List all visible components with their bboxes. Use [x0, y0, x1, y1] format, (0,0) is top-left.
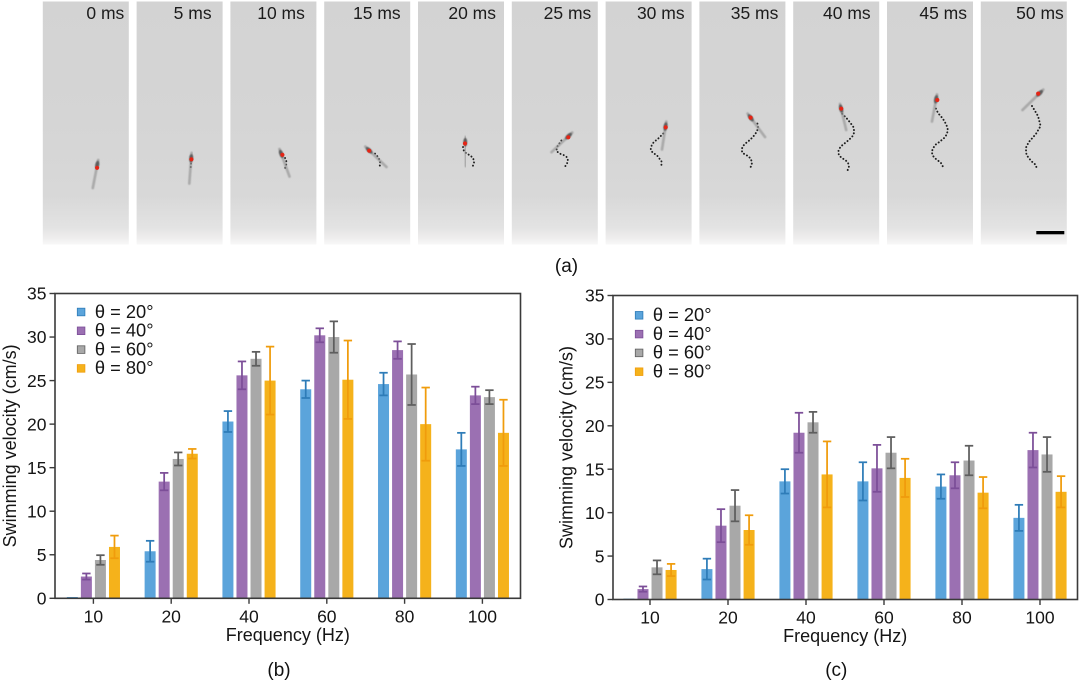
svg-text:15: 15	[27, 458, 46, 478]
svg-text:10: 10	[585, 503, 605, 523]
svg-text:45 ms: 45 ms	[919, 3, 967, 23]
svg-text:35 ms: 35 ms	[731, 3, 779, 23]
svg-text:15 ms: 15 ms	[353, 3, 401, 23]
svg-text:5: 5	[595, 546, 605, 566]
svg-text:80: 80	[952, 608, 972, 628]
svg-text:θ = 80°: θ = 80°	[95, 357, 154, 378]
svg-text:80: 80	[395, 606, 415, 626]
svg-text:25: 25	[27, 371, 46, 391]
svg-text:60: 60	[317, 606, 337, 626]
svg-text:0 ms: 0 ms	[86, 3, 124, 23]
svg-text:(b): (b)	[267, 660, 290, 681]
svg-text:20: 20	[27, 414, 47, 434]
svg-text:60: 60	[874, 608, 894, 628]
svg-text:Swimming velocity (cm/s): Swimming velocity (cm/s)	[0, 344, 20, 547]
svg-text:θ = 20°: θ = 20°	[95, 301, 154, 322]
svg-text:10: 10	[84, 606, 104, 626]
svg-text:40: 40	[239, 606, 259, 626]
svg-text:40 ms: 40 ms	[823, 3, 871, 23]
svg-text:θ = 40°: θ = 40°	[95, 320, 154, 341]
svg-text:20: 20	[718, 608, 738, 628]
svg-text:50 ms: 50 ms	[1016, 3, 1064, 23]
svg-text:35: 35	[585, 286, 604, 306]
svg-text:30: 30	[27, 327, 47, 347]
svg-text:20: 20	[585, 416, 605, 436]
svg-text:5: 5	[37, 545, 47, 565]
svg-text:Swimming velocity (cm/s): Swimming velocity (cm/s)	[557, 346, 577, 549]
svg-text:Frequency (Hz): Frequency (Hz)	[226, 625, 350, 645]
svg-text:Frequency (Hz): Frequency (Hz)	[783, 626, 907, 646]
svg-text:35: 35	[27, 284, 46, 304]
svg-text:30: 30	[585, 329, 605, 349]
svg-text:(c): (c)	[825, 660, 847, 681]
svg-text:25 ms: 25 ms	[544, 3, 592, 23]
svg-text:30 ms: 30 ms	[637, 3, 685, 23]
svg-text:(a): (a)	[555, 256, 578, 277]
svg-text:θ = 20°: θ = 20°	[653, 304, 712, 325]
svg-text:100: 100	[468, 606, 497, 626]
svg-text:5 ms: 5 ms	[174, 3, 212, 23]
svg-text:20: 20	[161, 606, 181, 626]
svg-text:θ = 60°: θ = 60°	[653, 342, 712, 363]
svg-text:10: 10	[27, 501, 47, 521]
svg-text:100: 100	[1025, 608, 1054, 628]
svg-text:20 ms: 20 ms	[448, 3, 496, 23]
svg-text:10: 10	[640, 608, 660, 628]
svg-text:0: 0	[595, 590, 605, 610]
svg-text:θ = 60°: θ = 60°	[95, 338, 154, 359]
svg-text:25: 25	[585, 373, 604, 393]
svg-text:θ = 40°: θ = 40°	[653, 323, 712, 344]
svg-text:40: 40	[796, 608, 816, 628]
svg-text:10 ms: 10 ms	[257, 3, 305, 23]
svg-text:θ = 80°: θ = 80°	[653, 361, 712, 382]
svg-text:15: 15	[585, 459, 604, 479]
svg-text:0: 0	[37, 589, 47, 609]
